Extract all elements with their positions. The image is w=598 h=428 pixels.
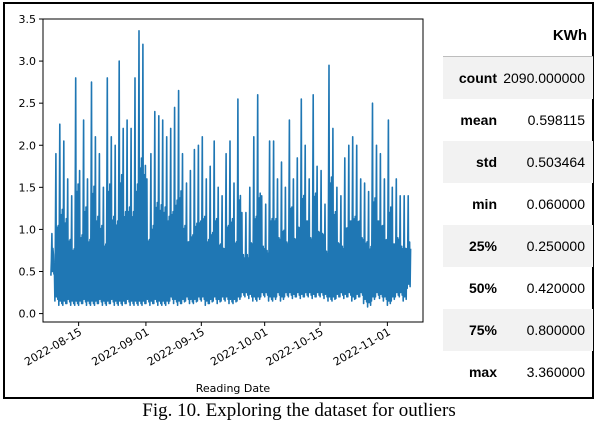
stats-label: count: [458, 70, 497, 86]
x-tick-label: 2022-11-01: [331, 325, 393, 368]
figure-caption: Fig. 10. Exploring the dataset for outli…: [142, 400, 456, 421]
y-tick-label: 0.5: [19, 266, 37, 279]
stats-header: KWh: [443, 14, 593, 57]
y-tick-label: 3.0: [19, 55, 37, 68]
y-tick-label: 2.0: [19, 139, 37, 152]
stats-label: std: [476, 154, 497, 170]
y-tick-label: 0.0: [19, 308, 37, 321]
stats-value: 0.598115: [527, 112, 585, 128]
stats-label: max: [468, 364, 497, 380]
stats-value: 3.360000: [526, 364, 585, 380]
figure-frame: 0.0 0.5 1.0 1.5 2.0 2.5 3.0 3.5 2022-08-15 2022-0…: [3, 2, 594, 399]
stats-row-std: std 0.503464: [443, 141, 593, 183]
stats-value: 0.060000: [526, 196, 585, 212]
y-tick-label: 1.0: [19, 223, 37, 236]
stats-row-mean: mean 0.598115: [443, 99, 593, 141]
y-tick-label: 1.5: [19, 181, 37, 194]
series-line: [50, 30, 412, 308]
stats-value: 0.503464: [526, 154, 585, 170]
stats-row-count: count 2090.000000: [443, 57, 593, 99]
stats-label: min: [472, 196, 497, 212]
stats-row-75: 75% 0.800000: [443, 309, 593, 351]
x-tick-label: 2022-10-01: [208, 325, 270, 368]
stats-row-max: max 3.360000: [443, 351, 593, 393]
x-tick-label: 2022-09-01: [90, 325, 152, 368]
y-tick-label: 2.5: [19, 97, 37, 110]
stats-value: 2090.000000: [503, 70, 585, 86]
stats-value: 0.800000: [526, 322, 585, 338]
stats-label: 50%: [468, 280, 497, 296]
stats-label: 25%: [468, 238, 497, 254]
stats-row-25: 25% 0.250000: [443, 225, 593, 267]
x-tick-label: 2022-10-15: [264, 325, 326, 368]
y-tick-label: 3.5: [19, 13, 37, 26]
stats-label: mean: [460, 112, 497, 128]
stats-value: 0.420000: [526, 280, 585, 296]
x-axis-label: Reading Date: [196, 382, 271, 395]
x-tick-label: 2022-08-15: [22, 325, 84, 368]
stats-value: 0.250000: [526, 238, 585, 254]
stats-row-50: 50% 0.420000: [443, 267, 593, 309]
stats-table: KWh count 2090.000000 mean 0.598115 std …: [443, 14, 593, 393]
stats-row-min: min 0.060000: [443, 183, 593, 225]
stats-column-header: KWh: [552, 26, 587, 44]
x-tick-label: 2022-09-15: [145, 325, 207, 368]
plot-frame: [42, 18, 424, 323]
stats-label: 75%: [468, 322, 497, 338]
